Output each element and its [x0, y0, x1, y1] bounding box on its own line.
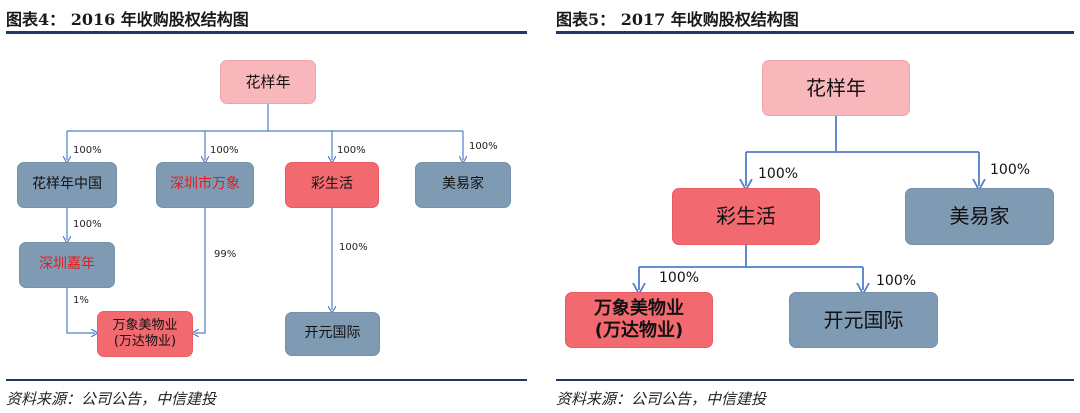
left-panel-title: 图表4： 2016 年收购股权结构图	[6, 10, 249, 29]
right-diagram-edges	[639, 116, 979, 290]
node-wanxiang-meiwuye: 万象美物业 (万达物业)	[565, 292, 713, 348]
node-kaiyuan-guoji: 开元国际	[285, 312, 380, 356]
right-top-rule	[556, 31, 1074, 34]
node-shenzhen-jianian: 深圳嘉年	[19, 242, 115, 288]
right-panel-title: 图表5： 2017 年收购股权结构图	[556, 10, 799, 29]
node-caishenghuo: 彩生活	[285, 162, 379, 208]
pct-hyn-csh: 100%	[337, 145, 366, 156]
left-bottom-rule	[6, 379, 527, 381]
pct-csh-kygj: 100%	[339, 242, 368, 253]
node-wanxiang-meiwuye: 万象美物业 (万达物业)	[97, 311, 193, 357]
node-kaiyuan-guoji: 开元国际	[789, 292, 938, 348]
node-meiyijia: 美易家	[415, 162, 511, 208]
node-shenzhen-wanxiang: 深圳市万象	[156, 162, 254, 208]
pct-hyn-csh: 100%	[758, 166, 799, 182]
pct-china-jianian: 100%	[73, 219, 102, 230]
pct-csh-wxmwy: 100%	[659, 270, 700, 286]
node-huayangnian-china: 花样年中国	[17, 162, 117, 208]
pct-sz-wanxiang-wxmwy: 99%	[214, 249, 237, 260]
node-meiyijia: 美易家	[905, 188, 1054, 245]
left-diagram-edges	[67, 104, 463, 333]
pct-hyn-myj: 100%	[990, 162, 1031, 178]
node-huayangnian: 花样年	[220, 60, 316, 104]
pct-hyn-sz-wanxiang: 100%	[210, 145, 239, 156]
right-bottom-rule	[556, 379, 1074, 381]
pct-hyn-china: 100%	[73, 145, 102, 156]
left-source-note: 资料来源：公司公告，中信建投	[6, 390, 217, 408]
node-caishenghuo: 彩生活	[672, 188, 820, 245]
right-source-note: 资料来源：公司公告，中信建投	[556, 390, 767, 408]
pct-hyn-myj: 100%	[469, 141, 498, 152]
pct-jianian-wxmwy: 1%	[73, 295, 89, 306]
node-huayangnian: 花样年	[762, 60, 910, 116]
left-top-rule	[6, 31, 527, 34]
pct-csh-kygj: 100%	[876, 273, 917, 289]
